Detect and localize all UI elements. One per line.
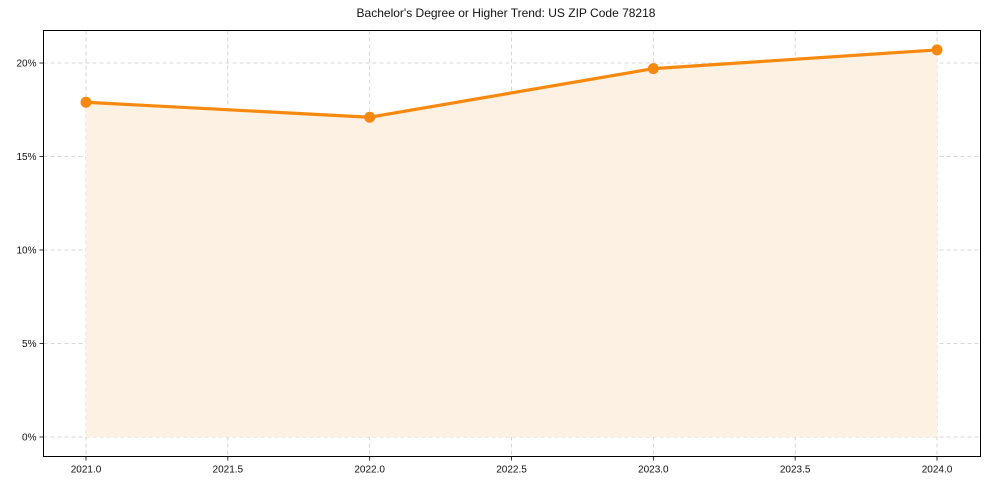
plot-frame	[43, 30, 981, 457]
data-point-marker	[364, 111, 376, 123]
y-tick-label: 10%	[16, 246, 36, 257]
area-fill	[86, 49, 937, 437]
x-tick-label: 2023.0	[638, 465, 669, 476]
x-tick-label: 2022.0	[354, 465, 385, 476]
x-tick-label: 2024.0	[922, 465, 953, 476]
y-tick-label: 0%	[22, 433, 37, 444]
y-tick-label: 20%	[16, 59, 36, 70]
data-point-marker	[647, 63, 659, 75]
x-tick-label: 2023.5	[780, 465, 811, 476]
y-tick-label: 15%	[16, 152, 36, 163]
x-axis-ticks: 2021.0 2021.5 2022.0 2022.5 2023.0 2023.5 2024…	[71, 456, 953, 476]
chart-title: Bachelor's Degree or Higher Trend: US ZI…	[356, 6, 656, 20]
trend-line	[85, 48, 938, 119]
x-tick-label: 2021.5	[213, 465, 244, 476]
x-tick-label: 2022.5	[496, 465, 527, 476]
data-point-marker	[931, 44, 943, 56]
y-axis-ticks: 0% 5% 10% 15% 20%	[16, 59, 44, 444]
y-tick-label: 5%	[22, 339, 37, 350]
x-tick-label: 2021.0	[71, 465, 102, 476]
data-point-marker	[80, 96, 92, 108]
data-points	[80, 44, 943, 123]
